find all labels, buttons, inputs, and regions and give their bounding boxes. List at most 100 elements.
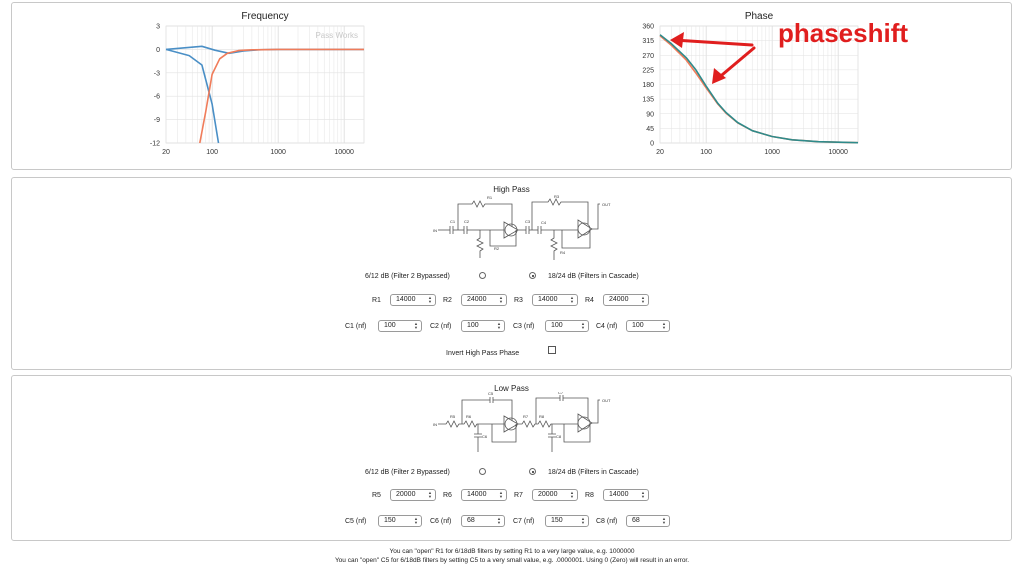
y-tick-label: -9: [154, 117, 160, 124]
note-c5-open: You can "open" C5 for 6/18dB filters by …: [334, 557, 690, 564]
lp-schem-r8: R8: [539, 414, 545, 419]
hp-c2-label: C2 (nf): [430, 323, 452, 330]
y-tick-label: -6: [154, 94, 160, 101]
spin-arrows-icon[interactable]: ▲ ▼: [570, 490, 574, 499]
hp-r1-label: R1: [372, 297, 381, 304]
lp-r8-label: R8: [585, 492, 594, 499]
lp-c7-label: C7 (nf): [513, 518, 535, 525]
lp-schem-c6: C6: [482, 434, 488, 439]
hp-mode-right-radio[interactable]: [529, 272, 536, 279]
spin-arrows-icon[interactable]: ▲ ▼: [662, 321, 666, 330]
spin-arrows-icon[interactable]: ▲ ▼: [428, 295, 432, 304]
phaseshift-annotation: phaseshift: [778, 18, 909, 48]
spin-arrows-icon[interactable]: ▲ ▼: [581, 321, 585, 330]
plot-area: [165, 25, 365, 144]
x-tick-label: 1000: [270, 149, 286, 156]
spin-arrows-icon[interactable]: ▲ ▼: [428, 490, 432, 499]
hp-mode-left-radio[interactable]: [479, 272, 486, 279]
phase-chart-title: Phase: [744, 11, 774, 22]
x-tick-label: 100: [206, 149, 218, 156]
high-pass-schematic: IN C1 C2 R1 R2 C3 C4 R3 R4 OUT: [433, 194, 611, 260]
lp-r6-input[interactable]: 14000 ▲ ▼: [461, 489, 507, 501]
lp-mode-left-label: 6/12 dB (Filter 2 Bypassed): [365, 469, 450, 476]
lp-c7-input[interactable]: 150 ▲ ▼: [545, 515, 589, 527]
lp-c5-label: C5 (nf): [345, 518, 367, 525]
spin-arrows-icon[interactable]: ▲ ▼: [570, 295, 574, 304]
spin-arrows-icon[interactable]: ▲ ▼: [414, 321, 418, 330]
spin-arrows-icon[interactable]: ▲ ▼: [497, 516, 501, 525]
hp-schem-c2: C2: [464, 219, 470, 224]
y-tick-label: 90: [646, 111, 654, 118]
series-line-0: [165, 48, 220, 144]
lp-schem-c7: C7: [558, 392, 564, 395]
x-tick-label: 1000: [764, 149, 780, 156]
y-tick-label: 270: [642, 53, 654, 60]
note-r1-open: You can "open" R1 for 6/18dB filters by …: [389, 548, 635, 555]
hp-schem-in: IN: [433, 228, 437, 233]
hp-r4-input[interactable]: 24000 ▲ ▼: [603, 294, 649, 306]
hp-r2-input[interactable]: 24000 ▲ ▼: [461, 294, 507, 306]
hp-c3-label: C3 (nf): [513, 323, 535, 330]
hp-r3-label: R3: [514, 297, 523, 304]
hp-c2-input[interactable]: 100 ▲ ▼: [461, 320, 505, 332]
lp-r7-label: R7: [514, 492, 523, 499]
lp-c6-input[interactable]: 68 ▲ ▼: [461, 515, 505, 527]
lp-c6-label: C6 (nf): [430, 518, 452, 525]
lp-r5-label: R5: [372, 492, 381, 499]
invert-phase-label: Invert High Pass Phase: [446, 350, 520, 357]
lp-c8-label: C8 (nf): [596, 518, 618, 525]
hp-r3-input[interactable]: 14000 ▲ ▼: [532, 294, 578, 306]
hp-r1-input[interactable]: 14000 ▲ ▼: [390, 294, 436, 306]
series-line-2: [199, 48, 364, 144]
y-tick-label: 180: [642, 82, 654, 89]
y-tick-label: 45: [646, 126, 654, 133]
spin-arrows-icon[interactable]: ▲ ▼: [581, 516, 585, 525]
lp-r5-input[interactable]: 20000 ▲ ▼: [390, 489, 436, 501]
x-tick-label: 100: [700, 149, 712, 156]
y-tick-label: 225: [642, 67, 654, 74]
low-pass-panel: Low Pass IN R5 R6 C5 C6 R7 R8 C7 C8: [11, 375, 1012, 541]
high-pass-title: High Pass: [493, 185, 530, 194]
hp-schem-c3: C3: [525, 219, 531, 224]
y-tick-label: 135: [642, 97, 654, 104]
phase-chart: 360 315 270 225 180 135 90 45 020 100 1000 10000: [642, 24, 859, 156]
hp-schem-c1: C1: [450, 219, 456, 224]
lp-mode-right-radio[interactable]: [529, 468, 536, 475]
spin-arrows-icon[interactable]: ▲ ▼: [414, 516, 418, 525]
lp-schem-in: IN: [433, 422, 437, 427]
hp-mode-left-label: 6/12 dB (Filter 2 Bypassed): [365, 273, 450, 280]
hp-schem-out: OUT: [602, 202, 611, 207]
hp-schem-r4: R4: [560, 250, 566, 255]
lp-c8-input[interactable]: 68 ▲ ▼: [626, 515, 670, 527]
hp-c1-label: C1 (nf): [345, 323, 367, 330]
lp-r7-input[interactable]: 20000 ▲ ▼: [532, 489, 578, 501]
spin-arrows-icon[interactable]: ▲ ▼: [662, 516, 666, 525]
lp-schem-r7: R7: [523, 414, 529, 419]
hp-c4-input[interactable]: 100 ▲ ▼: [626, 320, 670, 332]
invert-phase-checkbox[interactable]: [548, 346, 556, 354]
series-line-1: [659, 34, 859, 144]
hp-c3-input[interactable]: 100 ▲ ▼: [545, 320, 589, 332]
lp-mode-left-radio[interactable]: [479, 468, 486, 475]
y-tick-label: -12: [150, 141, 160, 148]
lp-schem-c8: C8: [556, 434, 562, 439]
spin-arrows-icon[interactable]: ▲ ▼: [499, 295, 503, 304]
spin-arrows-icon[interactable]: ▲ ▼: [641, 295, 645, 304]
hp-mode-right-label: 18/24 dB (Filters in Cascade): [548, 273, 639, 280]
y-tick-label: 3: [156, 24, 160, 31]
lp-schem-c5: C5: [488, 392, 494, 396]
spin-arrows-icon[interactable]: ▲ ▼: [497, 321, 501, 330]
hp-schem-r2: R2: [494, 246, 500, 251]
lp-mode-right-label: 18/24 dB (Filters in Cascade): [548, 469, 639, 476]
lp-c5-input[interactable]: 150 ▲ ▼: [378, 515, 422, 527]
y-tick-label: -3: [154, 70, 160, 77]
spin-arrows-icon[interactable]: ▲ ▼: [641, 490, 645, 499]
phaseshift-arrows: [670, 32, 756, 84]
frequency-chart-title: Frequency: [241, 11, 289, 22]
hp-c1-input[interactable]: 100 ▲ ▼: [378, 320, 422, 332]
y-tick-label: 315: [642, 38, 654, 45]
spin-arrows-icon[interactable]: ▲ ▼: [499, 490, 503, 499]
x-tick-label: 10000: [334, 149, 354, 156]
lp-r8-input[interactable]: 14000 ▲ ▼: [603, 489, 649, 501]
hp-r2-label: R2: [443, 297, 452, 304]
